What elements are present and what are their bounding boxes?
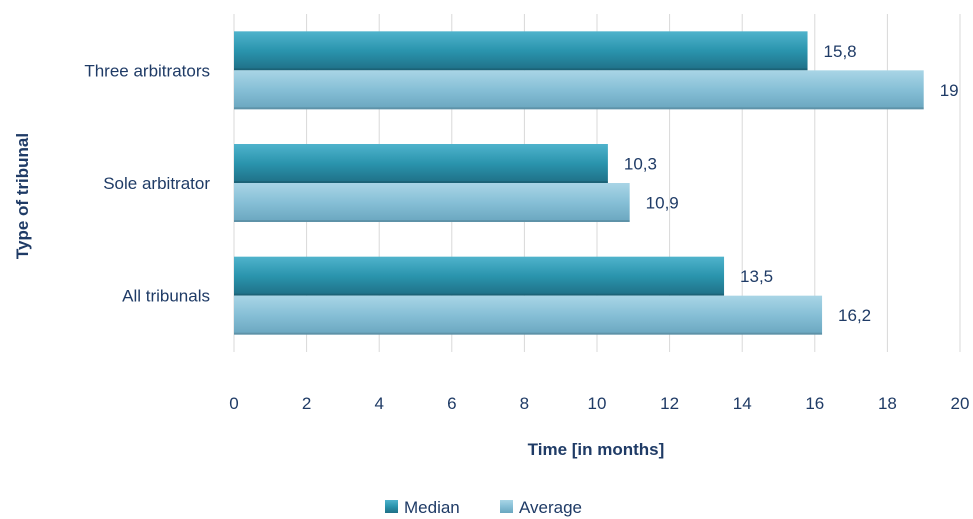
x-axis-title: Time [in months] bbox=[528, 440, 665, 459]
x-tick-label: 0 bbox=[229, 394, 238, 413]
data-label-average: 16,2 bbox=[838, 306, 871, 325]
data-label-average: 10,9 bbox=[646, 194, 679, 213]
bar-median bbox=[234, 256, 725, 296]
bar-shadow bbox=[234, 107, 924, 110]
legend-label-average: Average bbox=[519, 498, 582, 517]
category-label: All tribunals bbox=[122, 287, 210, 306]
x-tick-label: 18 bbox=[878, 394, 897, 413]
y-axis-title: Type of tribunal bbox=[13, 133, 32, 259]
bar-average bbox=[234, 70, 924, 110]
data-label-median: 13,5 bbox=[740, 267, 773, 286]
category-label: Three arbitrators bbox=[84, 61, 210, 80]
x-tick-label: 2 bbox=[302, 394, 311, 413]
category-labels: All tribunals Sole arbitrator Three arbitr… bbox=[84, 61, 210, 305]
bars bbox=[234, 31, 924, 335]
x-tick-label: 6 bbox=[447, 394, 456, 413]
legend-swatch-average bbox=[500, 500, 513, 513]
data-label-median: 15,8 bbox=[824, 42, 857, 61]
bar-shadow bbox=[234, 220, 630, 222]
bar-shadow bbox=[234, 293, 725, 296]
x-tick-label: 20 bbox=[951, 394, 970, 413]
x-tick-label: 12 bbox=[660, 394, 679, 413]
category-label: Sole arbitrator bbox=[103, 174, 210, 193]
data-label-median: 10,3 bbox=[624, 155, 657, 174]
bar-shadow bbox=[234, 68, 808, 71]
x-tick-labels: 0 2 4 6 8 10 12 14 16 18 20 bbox=[229, 394, 969, 413]
bar-median bbox=[234, 31, 808, 71]
legend-swatch-median bbox=[385, 500, 398, 513]
x-tick-label: 4 bbox=[374, 394, 383, 413]
data-label-average: 19 bbox=[940, 81, 959, 100]
data-labels: 13,5 16,2 10,3 10,9 15,8 19 bbox=[624, 42, 959, 325]
x-tick-label: 14 bbox=[733, 394, 752, 413]
bar-median bbox=[234, 144, 608, 183]
legend: Median Average bbox=[385, 498, 582, 517]
legend-label-median: Median bbox=[404, 498, 460, 517]
bar-shadow bbox=[234, 181, 608, 183]
x-tick-label: 8 bbox=[520, 394, 529, 413]
x-tick-label: 10 bbox=[588, 394, 607, 413]
bar-average bbox=[234, 295, 823, 335]
x-tick-label: 16 bbox=[805, 394, 824, 413]
bar-average bbox=[234, 183, 630, 222]
bar-shadow bbox=[234, 332, 823, 335]
